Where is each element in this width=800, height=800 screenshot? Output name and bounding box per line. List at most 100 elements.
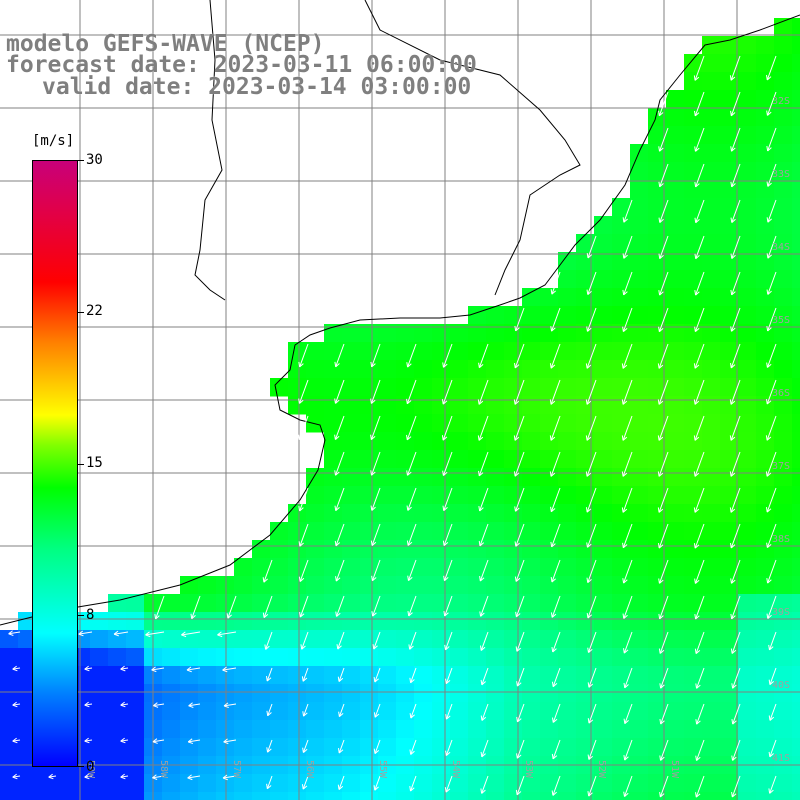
wind-arrow — [479, 559, 489, 582]
wind-cell — [450, 558, 469, 577]
wind-cell — [468, 666, 487, 685]
wind-cell — [288, 702, 307, 721]
wind-arrow — [266, 739, 273, 753]
wind-cell — [774, 252, 793, 271]
wind-cell — [306, 378, 325, 397]
wind-cell — [702, 486, 721, 505]
wind-arrow — [443, 559, 453, 582]
wind-cell — [720, 684, 739, 703]
wind-cell — [594, 666, 613, 685]
wind-cell — [324, 576, 343, 595]
wind-cell — [126, 720, 145, 739]
wind-cell — [270, 378, 289, 397]
wind-cell — [738, 234, 757, 253]
wind-cell — [576, 396, 595, 415]
wind-cell — [216, 738, 235, 757]
wind-cell — [738, 450, 757, 469]
wind-cell — [468, 648, 487, 667]
wind-cell — [252, 792, 271, 800]
wind-cell — [648, 774, 667, 793]
wind-arrow — [730, 595, 741, 620]
wind-cell — [720, 90, 739, 109]
wind-cell — [630, 252, 649, 271]
wind-arrow — [409, 739, 417, 755]
wind-arrow — [445, 667, 453, 685]
wind-cell — [378, 792, 397, 800]
wind-cell — [162, 792, 181, 800]
wind-cell — [432, 774, 451, 793]
wind-arrow — [113, 630, 129, 637]
wind-cell — [774, 378, 793, 397]
latitude-label: 36S — [772, 388, 790, 399]
wind-cell — [504, 666, 523, 685]
wind-cell — [702, 558, 721, 577]
wind-cell — [612, 702, 631, 721]
wind-arrow — [729, 55, 741, 81]
wind-cell — [396, 630, 415, 649]
wind-cell — [612, 396, 631, 415]
wind-cell — [306, 594, 325, 613]
valid-date: valid date: 2023-03-14 03:00:00 — [42, 74, 472, 100]
wind-cell — [522, 360, 541, 379]
wind-cell — [792, 486, 800, 505]
wind-cell — [756, 90, 775, 109]
wind-cell — [306, 360, 325, 379]
wind-arrow — [549, 343, 561, 369]
wind-arrow — [585, 343, 597, 369]
wind-cell — [432, 612, 451, 631]
longitude-label: 59W — [85, 760, 96, 779]
wind-cell — [486, 594, 505, 613]
wind-cell — [594, 774, 613, 793]
wind-arrow — [217, 631, 237, 638]
wind-cell — [738, 648, 757, 667]
wind-cell — [612, 342, 631, 361]
wind-arrow — [730, 307, 741, 332]
wind-cell — [738, 720, 757, 739]
wind-cell — [450, 612, 469, 631]
wind-cell — [450, 432, 469, 451]
wind-cell — [756, 360, 775, 379]
wind-cell — [684, 108, 703, 127]
wind-cell — [18, 666, 37, 685]
wind-cell — [288, 720, 307, 739]
wind-cell — [702, 468, 721, 487]
wind-cell — [126, 738, 145, 757]
wind-cell — [756, 252, 775, 271]
wind-cell — [576, 720, 595, 739]
wind-arrow — [298, 487, 309, 512]
wind-cell — [486, 306, 505, 325]
wind-cell — [180, 612, 199, 631]
wind-cell — [468, 486, 487, 505]
wind-cell — [720, 414, 739, 433]
wind-cell — [756, 504, 775, 523]
wind-cell — [522, 504, 541, 523]
wind-cell — [720, 342, 739, 361]
wind-arrow — [84, 665, 93, 672]
wind-cell — [738, 54, 757, 73]
wind-arrow — [337, 775, 345, 790]
wind-cell — [468, 612, 487, 631]
wind-cell — [342, 702, 361, 721]
wind-cell — [648, 720, 667, 739]
wind-cell — [486, 666, 505, 685]
wind-cell — [612, 270, 631, 289]
wind-cell — [630, 774, 649, 793]
wind-arrow — [693, 415, 705, 441]
wind-cell — [576, 432, 595, 451]
wind-cell — [486, 504, 505, 523]
wind-cell — [288, 558, 307, 577]
wind-cell — [432, 594, 451, 613]
wind-cell — [360, 594, 379, 613]
wind-cell — [666, 324, 685, 343]
wind-cell — [450, 648, 469, 667]
wind-cell — [216, 720, 235, 739]
wind-cell — [630, 612, 649, 631]
wind-cell — [756, 108, 775, 127]
wind-arrow — [622, 199, 633, 223]
wind-cell — [702, 342, 721, 361]
wind-cell — [666, 432, 685, 451]
wind-cell — [396, 720, 415, 739]
wind-cell — [630, 180, 649, 199]
wind-cell — [450, 378, 469, 397]
longitude-label: 54W — [450, 760, 461, 779]
